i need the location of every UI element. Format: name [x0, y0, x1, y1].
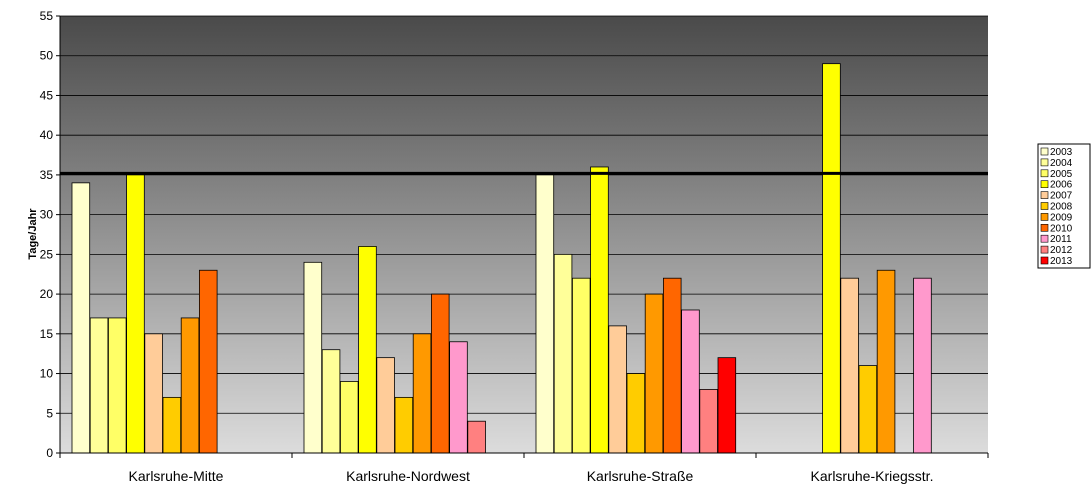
legend-label: 2005 — [1050, 169, 1073, 180]
bar-2009-0 — [180, 317, 200, 454]
y-tick-label: 0 — [46, 446, 53, 460]
bar-2007-2 — [608, 325, 627, 454]
legend-label: 2010 — [1050, 223, 1073, 234]
bar-2006-0 — [126, 174, 145, 454]
legend-label: 2004 — [1050, 158, 1073, 169]
bar-2006-1 — [358, 246, 377, 454]
bar-2011-2 — [681, 309, 700, 454]
y-tick-label: 35 — [40, 168, 54, 182]
y-tick-label: 25 — [40, 247, 54, 261]
legend-swatch — [1040, 224, 1049, 232]
bar-2003-1 — [303, 261, 323, 454]
bar-2005-0 — [108, 317, 127, 454]
category-labels: Karlsruhe-Mitte Karlsruhe-Nordwest Karlsru… — [129, 468, 934, 484]
bar-2013-2 — [717, 357, 737, 454]
bar-2005-2 — [572, 277, 591, 454]
bar-2004-2 — [553, 253, 573, 454]
y-tick-label: 15 — [40, 327, 54, 341]
bar-2011-1 — [449, 341, 468, 454]
legend-swatch — [1040, 245, 1049, 254]
bar-2009-1 — [412, 333, 432, 454]
legend-swatch — [1040, 234, 1049, 243]
bar-2006-3 — [822, 63, 841, 454]
y-tick-label: 20 — [40, 287, 54, 301]
legend-label: 2007 — [1050, 191, 1073, 202]
bar-2006-2 — [590, 166, 609, 454]
bar-2012-1 — [467, 420, 486, 454]
legend-label: 2011 — [1050, 234, 1072, 245]
bar-2009-2 — [644, 293, 664, 454]
legend-swatch — [1040, 147, 1049, 156]
bar-2010-1 — [430, 293, 450, 454]
bar-2008-0 — [162, 396, 182, 454]
bar-2003-2 — [535, 174, 555, 454]
legend-label: 2013 — [1050, 256, 1073, 267]
legend-label: 2008 — [1050, 202, 1073, 213]
legend-label: 2006 — [1050, 180, 1073, 191]
legend-swatch — [1040, 180, 1049, 188]
legend-label: 2012 — [1050, 245, 1073, 256]
bar-2007-1 — [376, 357, 395, 454]
bar-2007-0 — [144, 333, 163, 454]
bar-2008-1 — [394, 396, 414, 454]
bar-2004-0 — [89, 317, 109, 454]
bar-2009-3 — [876, 269, 896, 454]
bar-2007-3 — [840, 277, 859, 454]
bar-2010-0 — [198, 269, 218, 454]
y-tick-label: 10 — [40, 367, 54, 381]
bar-2005-1 — [339, 381, 359, 454]
legend-swatch — [1040, 213, 1049, 221]
category-label: Karlsruhe-Mitte — [129, 468, 224, 484]
legend-swatch — [1040, 202, 1049, 210]
axes — [56, 15, 989, 458]
legend-swatch — [1040, 158, 1049, 167]
y-tick-label: 30 — [40, 208, 54, 222]
y-tick-label: 50 — [40, 49, 54, 63]
y-tick-label: 5 — [46, 406, 53, 420]
legend-swatch — [1040, 169, 1049, 178]
category-label: Karlsruhe-Straße — [587, 468, 694, 484]
bar-2012-2 — [699, 389, 718, 454]
bar-2010-2 — [663, 277, 682, 454]
category-label: Karlsruhe-Kriegsstr. — [811, 468, 934, 484]
bar-2004-1 — [321, 349, 341, 454]
y-tick-label: 55 — [40, 9, 54, 23]
legend-swatch — [1040, 191, 1049, 199]
y-tick-label: 40 — [40, 128, 54, 142]
legend-label: 2009 — [1050, 212, 1073, 223]
legend-label: 2003 — [1050, 147, 1073, 158]
bar-2003-0 — [71, 182, 91, 454]
y-axis-label: Tage/Jahr — [27, 208, 39, 260]
category-label: Karlsruhe-Nordwest — [346, 468, 470, 484]
y-tick-labels: 0 5 10 15 20 25 30 35 40 45 50 55 — [40, 9, 54, 460]
bar-2011-3 — [913, 277, 932, 454]
legend: 2003200420052006200720082009201020112012… — [1037, 143, 1091, 269]
bar-2008-2 — [626, 373, 646, 454]
y-tick-label: 45 — [40, 88, 54, 102]
legend-swatch — [1040, 256, 1049, 265]
bar-2008-3 — [858, 365, 878, 454]
